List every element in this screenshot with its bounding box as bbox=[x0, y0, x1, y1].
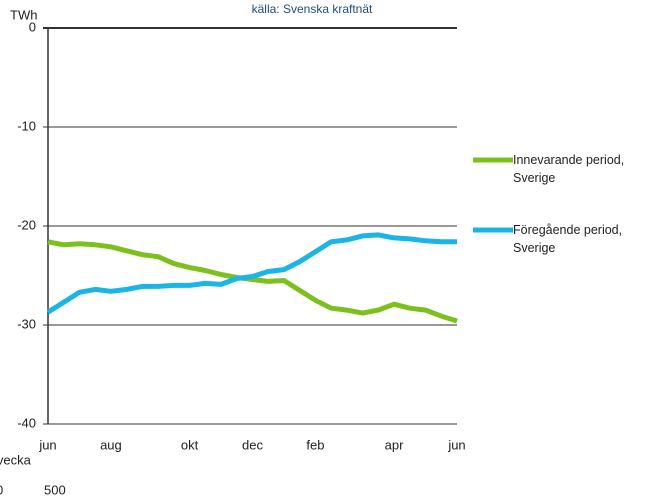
annotation: 0 bbox=[0, 482, 3, 497]
x-tick-label: jun bbox=[447, 437, 465, 452]
y-tick-label: -30 bbox=[17, 316, 36, 331]
x-tick-label: okt bbox=[181, 437, 199, 452]
x-tick-label: feb bbox=[306, 437, 324, 452]
series-line bbox=[46, 232, 457, 315]
y-tick-label: -10 bbox=[17, 118, 36, 133]
series-line bbox=[47, 239, 458, 324]
legend-entry: Innevarande period, Sverige bbox=[513, 153, 625, 185]
x-tick-label: jun bbox=[38, 437, 56, 452]
source-note: källa: Svenska kraftnät bbox=[252, 2, 373, 16]
y-tick-label: -40 bbox=[17, 415, 36, 430]
y-axis-label: TWh bbox=[10, 7, 37, 22]
x-tick-label: dec bbox=[242, 437, 263, 452]
x-tick-label: apr bbox=[385, 437, 404, 452]
legend-entry: Föregående period, Sverige bbox=[513, 223, 623, 255]
annotation: n/vecka bbox=[0, 452, 32, 467]
annotation: 500 bbox=[44, 482, 66, 497]
x-tick-label: aug bbox=[100, 437, 122, 452]
y-tick-label: 0 bbox=[29, 19, 36, 34]
y-tick-label: -20 bbox=[17, 217, 36, 232]
